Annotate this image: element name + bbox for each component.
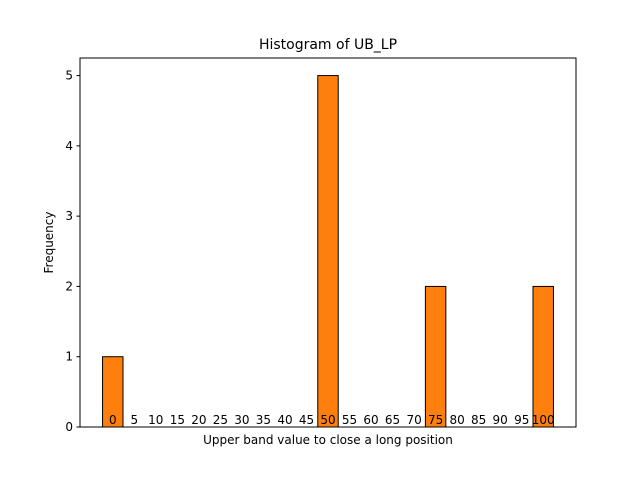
x-tick-label: 15 [170,413,185,427]
y-tick-label: 5 [65,69,73,83]
y-tick-label: 1 [65,350,73,364]
x-tick-label: 90 [493,413,508,427]
x-tick-label: 20 [191,413,206,427]
y-tick-label: 3 [65,209,73,223]
y-axis-label: Frequency [42,212,56,274]
x-tick-label: 45 [299,413,314,427]
x-tick-label: 85 [471,413,486,427]
x-tick-label: 60 [363,413,378,427]
y-tick-label: 2 [65,279,73,293]
x-tick-label: 35 [256,413,271,427]
x-tick-label: 65 [385,413,400,427]
histogram-bar [532,285,554,428]
histogram-bar [424,285,447,428]
x-tick-label: 100 [532,413,555,427]
x-tick-label: 95 [514,413,529,427]
x-tick-label: 40 [277,413,292,427]
y-tick-label: 4 [65,139,73,153]
x-tick-label: 5 [130,413,138,427]
x-tick-label: 50 [320,413,335,427]
chart-title: Histogram of UB_LP [259,37,397,53]
x-tick-label: 25 [213,413,228,427]
x-axis-label: Upper band value to close a long positio… [203,433,453,447]
y-tick-label: 0 [65,420,73,434]
y-axis: 0 1 2 3 4 5 [65,69,80,434]
bars-group [102,75,554,428]
x-tick-label: 55 [342,413,357,427]
histogram-bar [317,75,339,428]
plot-frame [79,57,577,428]
x-tick-label: 75 [428,413,443,427]
x-tick-label: 0 [109,413,117,427]
x-tick-label: 30 [234,413,249,427]
x-tick-label: 70 [406,413,421,427]
x-tick-labels: 0 5 10 15 20 25 30 35 40 45 50 55 60 65 70 75 80 85 90 95 10… [109,413,555,427]
x-tick-label: 80 [449,413,464,427]
x-tick-label: 10 [148,413,163,427]
